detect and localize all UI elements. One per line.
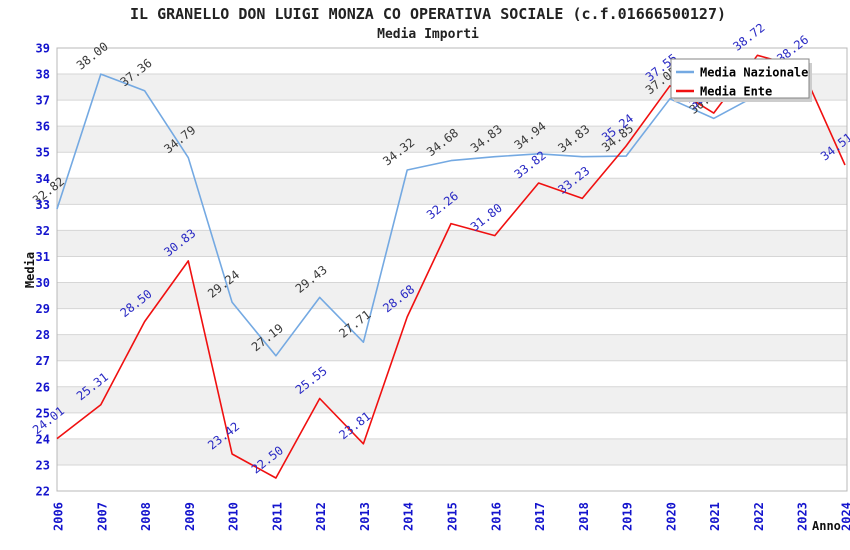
chart-subtitle: Media Importi — [377, 27, 479, 42]
chart-title: IL GRANELLO DON LUIGI MONZA CO OPERATIVA… — [130, 5, 726, 23]
x-tick-label: 2008 — [139, 502, 153, 531]
legend-label-nazionale: Media Nazionale — [700, 66, 808, 80]
x-tick-label: 2013 — [358, 502, 372, 531]
y-tick-label: 26 — [36, 380, 50, 394]
alt-band — [57, 334, 847, 361]
media-ente-line — [56, 54, 846, 479]
y-tick-label: 39 — [36, 42, 50, 56]
alt-band — [57, 178, 847, 205]
x-tick-label: 2012 — [314, 502, 328, 531]
alt-band — [57, 230, 847, 257]
y-tick-label: 38 — [36, 68, 50, 82]
y-tick-label: 23 — [36, 458, 50, 472]
x-tick-label: 2014 — [402, 502, 416, 531]
x-tick-label: 2016 — [489, 502, 503, 531]
axes-group — [56, 47, 848, 492]
x-tick-label: 2018 — [577, 502, 591, 531]
gridlines-group — [57, 47, 847, 492]
y-tick-label: 36 — [36, 120, 50, 134]
media-ente-data-label: 23.81 — [336, 409, 373, 442]
y-tick-label: 31 — [36, 250, 50, 264]
x-tick-label: 2011 — [270, 502, 284, 531]
y-tick-label: 29 — [36, 302, 50, 316]
y-tick-label: 34 — [36, 172, 50, 186]
x-tick-label: 2022 — [752, 502, 766, 531]
y-axis-title: Media — [23, 252, 37, 288]
y-tick-label: 27 — [36, 354, 50, 368]
x-axis-title: Anno — [812, 519, 841, 533]
x-tick-label: 2015 — [446, 502, 460, 531]
y-tick-label: 30 — [36, 276, 50, 290]
x-tick-label: 2006 — [52, 502, 66, 531]
media-nazionale-line — [56, 73, 758, 357]
alt-bands-group — [57, 74, 847, 465]
legend-label-ente: Media Ente — [700, 85, 772, 99]
x-tick-label: 2009 — [183, 502, 197, 531]
x-tick-label: 2019 — [621, 502, 635, 531]
x-tick-label: 2010 — [227, 502, 241, 531]
media-nazionale-data-label: 38.00 — [74, 39, 111, 72]
legend: Media Nazionale Media Ente — [670, 58, 812, 102]
y-tick-label: 37 — [36, 94, 50, 108]
alt-band — [57, 126, 847, 153]
x-tick-label: 2007 — [95, 502, 109, 531]
plot-border — [56, 47, 848, 492]
y-tick-label: 35 — [36, 146, 50, 160]
alt-band — [57, 438, 847, 465]
y-tick-label: 32 — [36, 224, 50, 238]
y-tick-label: 28 — [36, 328, 50, 342]
media-ente-data-label: 33.82 — [512, 148, 549, 181]
x-tick-label: 2023 — [796, 502, 810, 531]
x-tick-label: 2024 — [840, 502, 850, 531]
alt-band — [57, 386, 847, 413]
x-tick-label: 2020 — [664, 502, 678, 531]
x-tick-label: 2017 — [533, 502, 547, 531]
x-tick-label: 2021 — [708, 502, 722, 531]
series-lines-group — [56, 54, 846, 479]
media-ente-data-label: 38.72 — [730, 21, 767, 54]
alt-band — [57, 282, 847, 309]
tick-labels-group: 22 23 24 25 26 27 28 29 30 31 32 33 34 35 36 37 38 39 2006… — [36, 42, 850, 532]
y-tick-label: 24 — [36, 432, 50, 446]
y-tick-label: 25 — [36, 406, 50, 420]
y-tick-label: 22 — [36, 485, 50, 499]
y-tick-label: 33 — [36, 198, 50, 212]
